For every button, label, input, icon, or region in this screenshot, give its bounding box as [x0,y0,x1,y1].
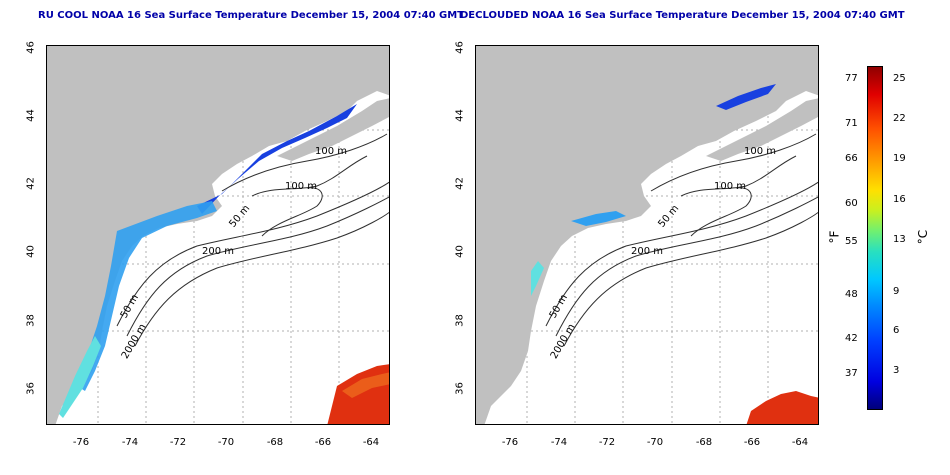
land-mass [476,46,818,424]
bathymetry-contours [545,133,818,347]
lat-tick-36: 36 [25,382,37,395]
left-map-title: RU COOL NOAA 16 Sea Surface Temperature … [38,10,464,21]
lon-tick--70: -70 [217,437,235,448]
contour-label-200m: 200 m [631,246,664,257]
f-tick-37: 37 [845,368,858,379]
c-tick-22: 22 [893,113,906,124]
lat-tick-44: 44 [25,109,37,122]
nova-scotia [277,98,389,161]
lon-tick--72: -72 [169,437,187,448]
nova-scotia [706,98,818,161]
lon-tick--66: -66 [743,437,761,448]
f-tick-42: 42 [845,333,858,344]
cold-water-band [197,104,357,214]
right-map-panel: 100 m 100 m 50 m 200 m 50 m 2000 m [475,45,819,425]
right-map-canvas [476,46,818,424]
lon-tick--74: -74 [550,437,568,448]
bathymetry-contours [116,133,389,347]
lon-tick--66: -66 [314,437,332,448]
coastal-cyan-water [59,336,101,418]
lon-tick--68: -68 [266,437,284,448]
contour-label-100m-a: 100 m [315,146,348,157]
lat-tick-44: 44 [454,109,466,122]
cool-water-shelf [77,201,217,391]
lon-tick--70: -70 [646,437,664,448]
left-map-panel: 100 m 100 m 50 m 200 m 50 m 2000 m [46,45,390,425]
lon-tick--68: -68 [695,437,713,448]
warm-water-edge [342,372,389,398]
coastal-cyan-water [531,261,544,296]
unit-celsius: °C [916,229,931,245]
lon-tick--76: -76 [72,437,90,448]
land-mass [47,46,389,424]
right-map-title: DECLOUDED NOAA 16 Sea Surface Temperatur… [460,10,905,21]
c-tick-19: 19 [893,153,906,164]
lat-tick-46: 46 [25,41,37,54]
warm-water-patch [746,391,818,424]
f-tick-55: 55 [845,236,858,247]
f-tick-71: 71 [845,118,858,129]
lon-tick--74: -74 [121,437,139,448]
f-tick-77: 77 [845,73,858,84]
contour-label-100m-b: 100 m [285,181,318,192]
c-tick-3: 3 [893,365,900,376]
left-map-canvas [47,46,389,424]
contour-label-100m-a: 100 m [744,146,777,157]
f-tick-60: 60 [845,198,858,209]
c-tick-16: 16 [893,194,906,205]
c-tick-9: 9 [893,286,900,297]
unit-fahrenheit: °F [827,230,842,244]
f-tick-48: 48 [845,289,858,300]
temperature-colorbar [867,66,883,410]
lon-tick--64: -64 [791,437,809,448]
lon-tick--76: -76 [501,437,519,448]
cool-water-shelf [571,211,626,226]
lon-tick--72: -72 [598,437,616,448]
lat-tick-40: 40 [25,245,37,258]
lat-tick-42: 42 [454,177,466,190]
cold-water-band [716,84,776,110]
lat-tick-40: 40 [454,245,466,258]
f-tick-66: 66 [845,153,858,164]
contour-label-200m: 200 m [202,246,235,257]
lat-tick-36: 36 [454,382,466,395]
contour-label-100m-b: 100 m [714,181,747,192]
c-tick-25: 25 [893,73,906,84]
lat-tick-38: 38 [25,314,37,327]
lat-tick-38: 38 [454,314,466,327]
lon-tick--64: -64 [362,437,380,448]
lat-tick-42: 42 [25,177,37,190]
c-tick-13: 13 [893,234,906,245]
c-tick-6: 6 [893,325,900,336]
lat-tick-46: 46 [454,41,466,54]
